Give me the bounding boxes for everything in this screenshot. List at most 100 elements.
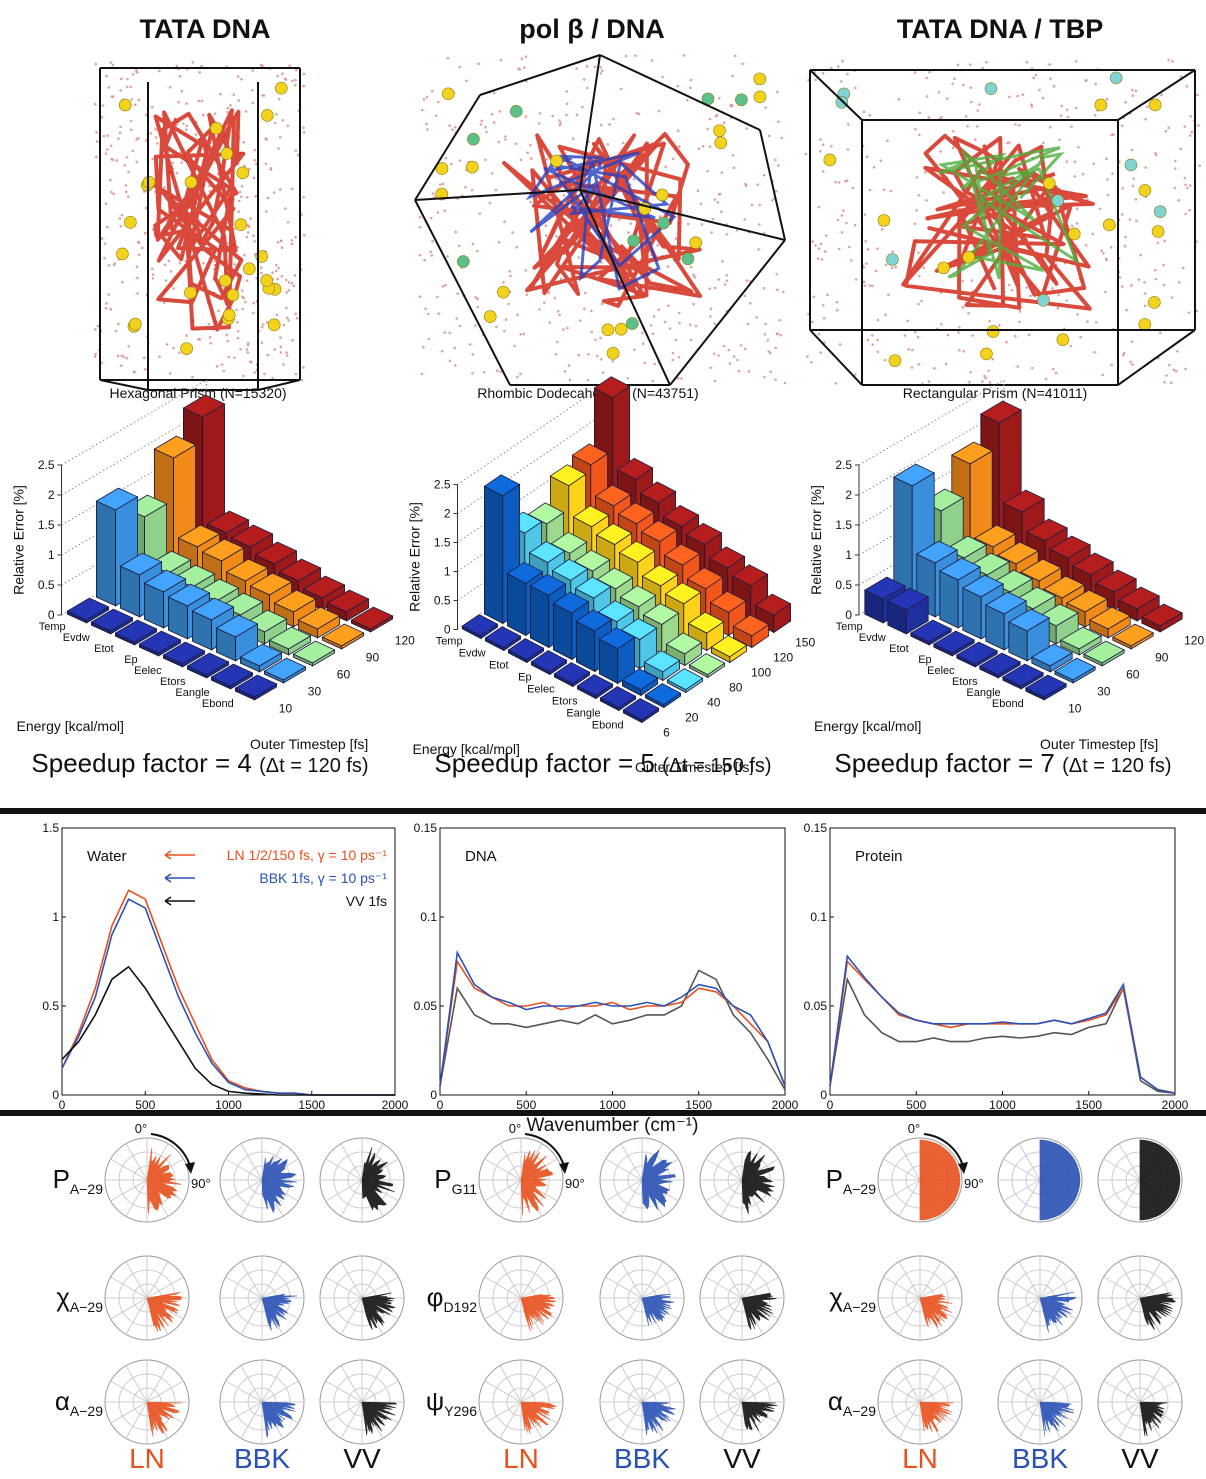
water-molecule (154, 128, 157, 131)
panel-title: pol β / DNA (519, 14, 664, 44)
water-molecule (971, 334, 974, 337)
z-axis-label: Outer Timestep [fs] (635, 759, 753, 775)
water-molecule (302, 196, 305, 199)
row-label: αA−29 (828, 1386, 876, 1419)
water-molecule (740, 344, 743, 347)
water-molecule (1070, 345, 1073, 348)
water-molecule (846, 179, 849, 182)
water-molecule (237, 337, 240, 340)
water-molecule (471, 189, 474, 192)
ion (1139, 184, 1151, 196)
row-subscript: G11 (452, 1181, 478, 1197)
water-molecule (216, 365, 219, 368)
water-molecule (498, 141, 501, 144)
water-molecule (435, 114, 438, 117)
water-molecule (566, 102, 569, 105)
dihedral-distribution (1140, 1140, 1180, 1220)
water-molecule (987, 370, 990, 373)
polar-spoke (884, 1298, 920, 1319)
water-molecule (539, 112, 542, 115)
water-molecule (281, 73, 284, 76)
water-molecule (442, 183, 445, 186)
water-molecule (988, 320, 991, 323)
water-molecule (620, 88, 623, 91)
water-molecule (302, 126, 305, 129)
water-molecule (421, 109, 424, 112)
water-molecule (1102, 252, 1105, 255)
water-molecule (1175, 370, 1178, 373)
panel-title: TATA DNA / TBP (897, 14, 1103, 44)
polar-spoke (111, 1180, 147, 1201)
water-molecule (120, 354, 123, 357)
water-molecule (446, 255, 449, 258)
water-molecule (918, 275, 921, 278)
water-molecule (579, 319, 582, 322)
polar-spoke (226, 1402, 262, 1423)
water-molecule (836, 301, 839, 304)
water-molecule (669, 327, 672, 330)
energy-label: Etot (489, 660, 509, 672)
water-molecule (108, 86, 111, 89)
water-molecule (483, 371, 486, 374)
water-molecule (296, 317, 299, 320)
ion (268, 319, 280, 331)
water-molecule (202, 114, 205, 117)
water-molecule (1189, 134, 1192, 137)
water-molecule (1110, 364, 1113, 367)
water-molecule (241, 295, 244, 298)
water-molecule (1189, 115, 1192, 118)
water-molecule (657, 308, 660, 311)
water-molecule (837, 219, 840, 222)
polar-spoke (485, 1180, 521, 1201)
water-molecule (1061, 105, 1064, 108)
ion (119, 99, 131, 111)
water-molecule (690, 79, 693, 82)
water-molecule (285, 279, 288, 282)
polar-spoke (241, 1402, 262, 1438)
water-molecule (777, 164, 780, 167)
water-molecule (263, 94, 266, 97)
water-molecule (651, 380, 654, 383)
water-molecule (1146, 105, 1149, 108)
dihedral-distribution (521, 1402, 556, 1434)
polar-spoke (1004, 1180, 1040, 1201)
polar-spoke (326, 1159, 362, 1180)
z-axis-label: Outer Timestep [fs] (1040, 736, 1158, 752)
water-molecule (152, 273, 155, 276)
water-molecule (1121, 124, 1124, 127)
water-molecule (1085, 80, 1088, 83)
water-molecule (253, 159, 256, 162)
polar-spoke (1119, 1298, 1140, 1334)
water-molecule (1122, 354, 1125, 357)
water-molecule (287, 221, 290, 224)
water-molecule (294, 84, 297, 87)
water-molecule (876, 247, 879, 250)
water-molecule (876, 351, 879, 354)
y-tick-label: 1.5 (835, 518, 852, 532)
water-molecule (253, 177, 256, 180)
water-molecule (1093, 351, 1096, 354)
water-molecule (295, 69, 298, 72)
water-molecule (119, 132, 122, 135)
x-tick-label: 0 (437, 1098, 444, 1112)
row-subscript: Y296 (444, 1403, 477, 1419)
water-molecule (596, 355, 599, 358)
water-molecule (291, 188, 294, 191)
water-molecule (95, 63, 98, 66)
water-molecule (1197, 124, 1200, 127)
water-molecule (830, 145, 833, 148)
water-molecule (491, 113, 494, 116)
water-molecule (991, 358, 994, 361)
row-symbol: ψ (426, 1386, 445, 1416)
water-molecule (914, 222, 917, 225)
polar-spoke (1104, 1277, 1140, 1298)
water-molecule (776, 332, 779, 335)
water-molecule (969, 63, 972, 66)
water-molecule (1008, 96, 1011, 99)
water-molecule (653, 315, 656, 318)
water-molecule (454, 364, 457, 367)
water-molecule (725, 233, 728, 236)
water-molecule (115, 330, 118, 333)
water-molecule (689, 86, 692, 89)
water-molecule (469, 343, 472, 346)
